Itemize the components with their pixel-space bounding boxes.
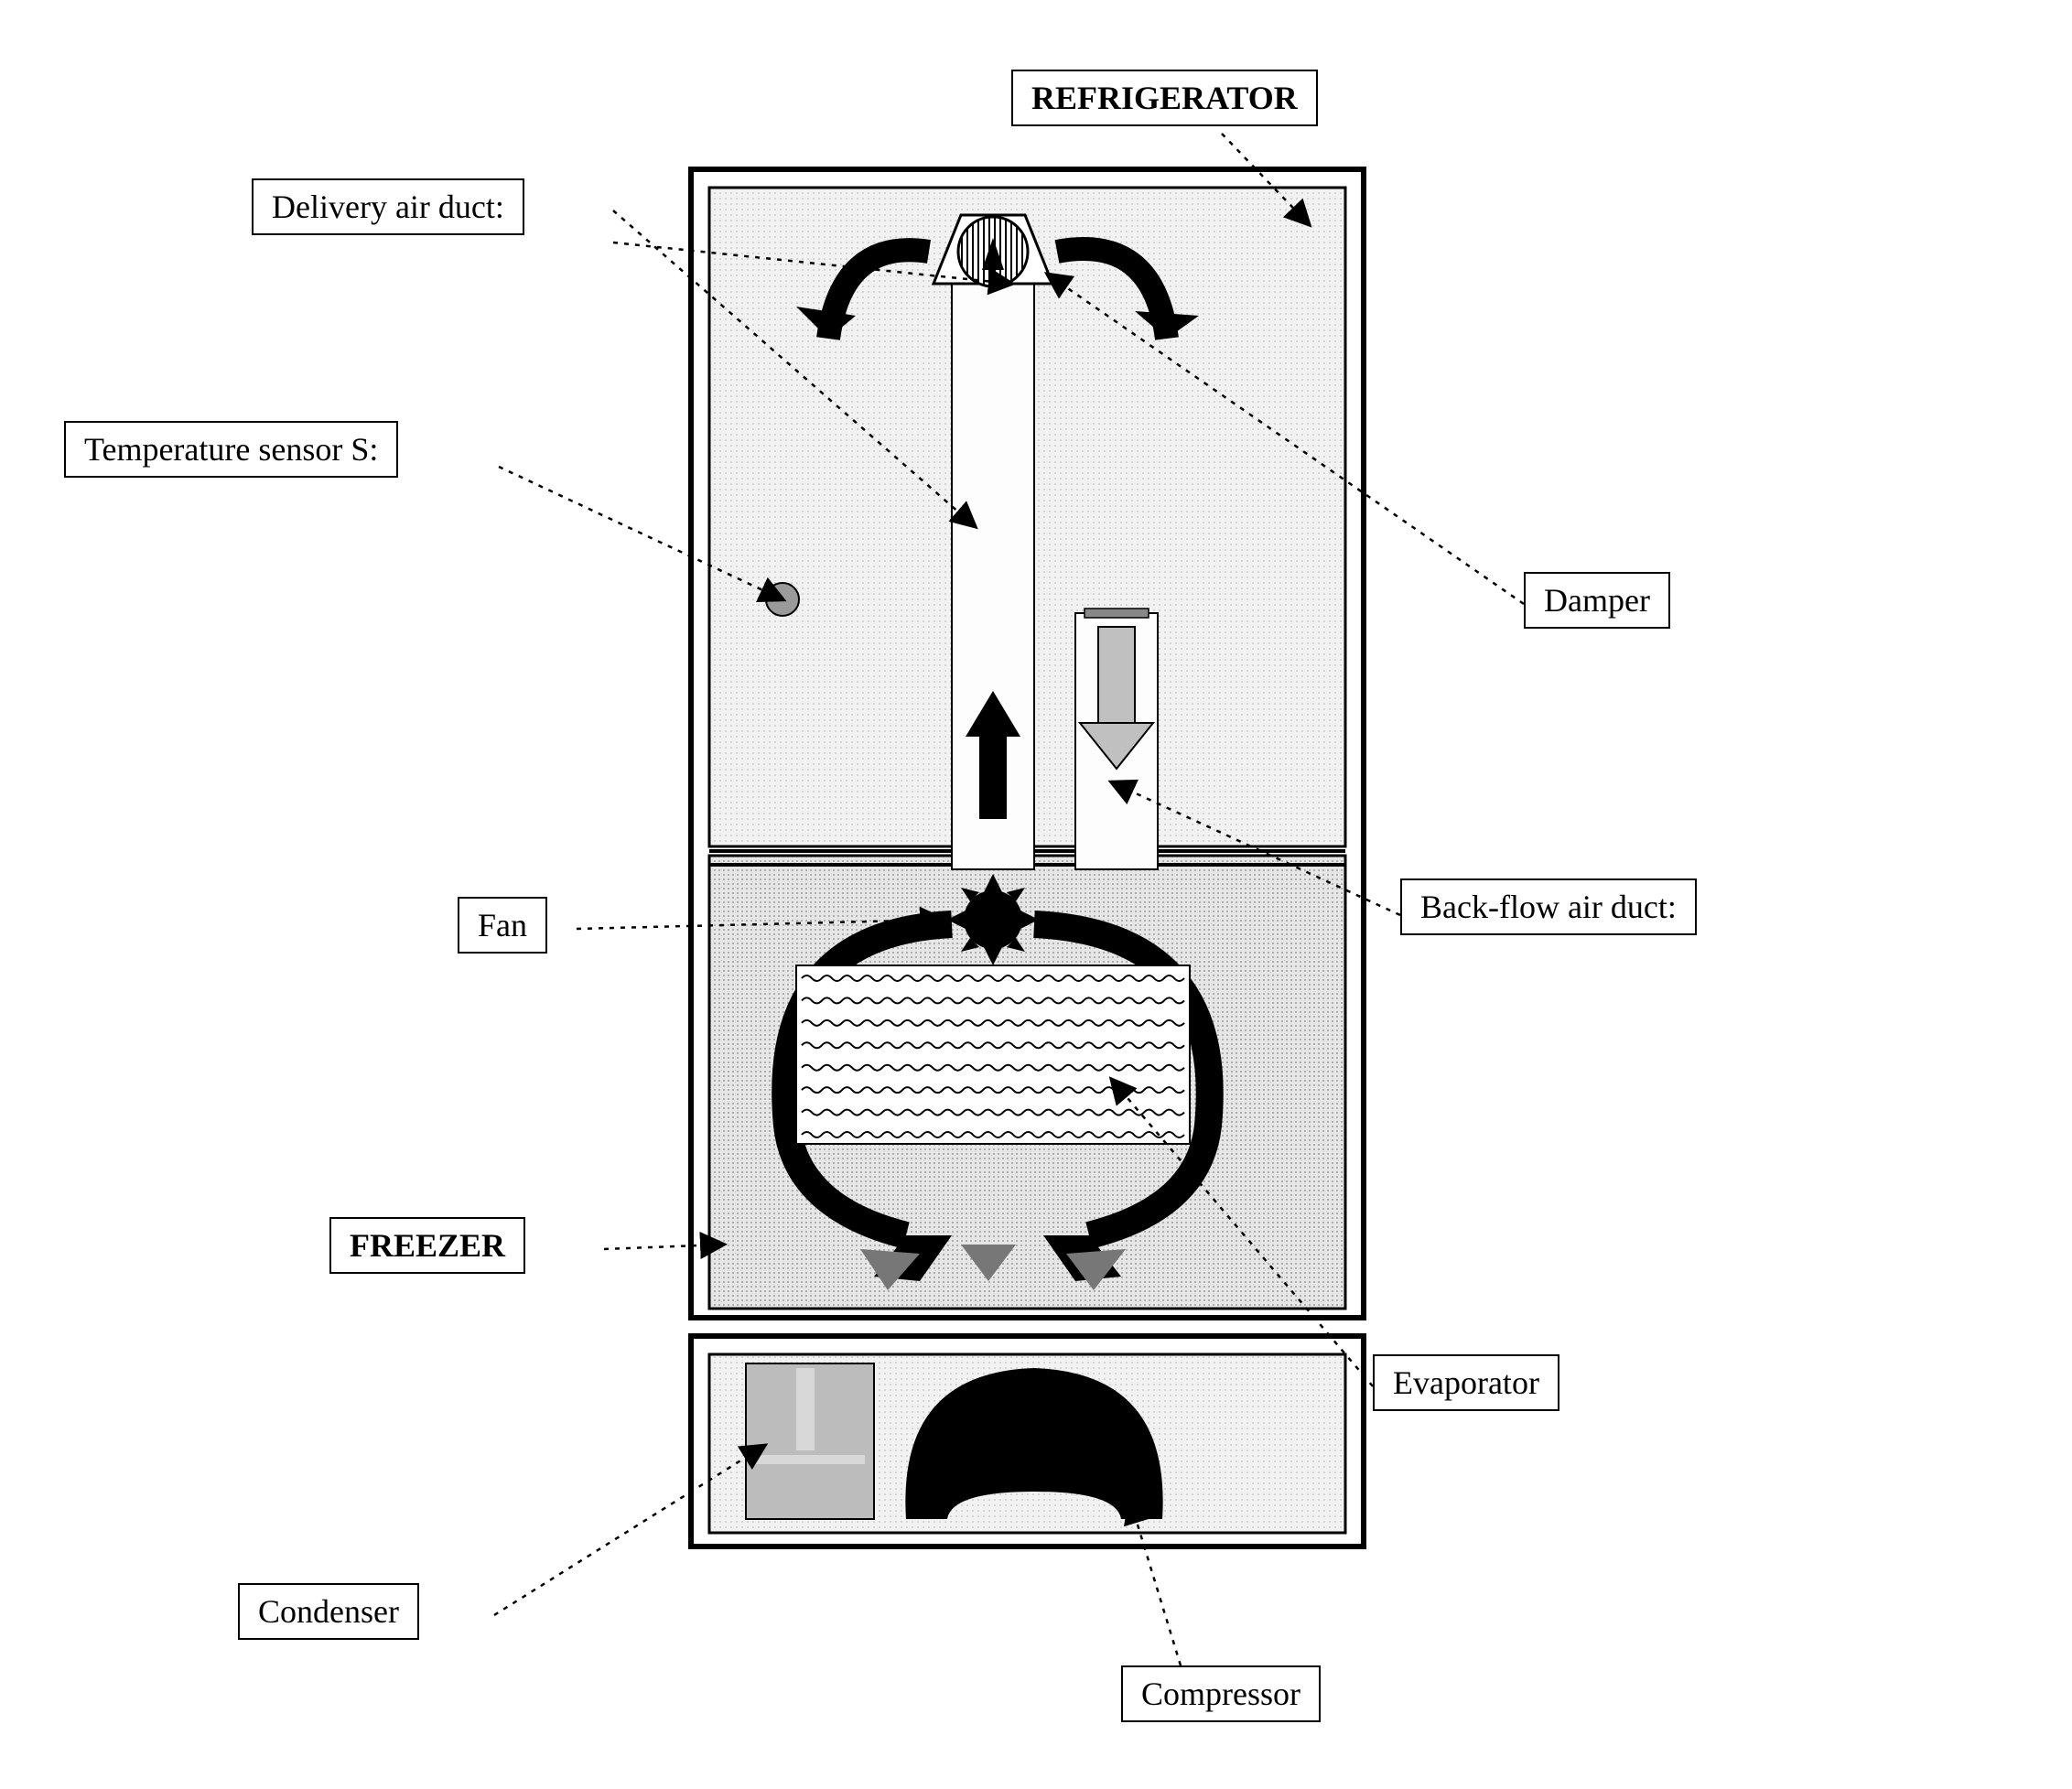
refrigerator-compartment (709, 188, 1345, 846)
diagram (0, 0, 2072, 1789)
freezer-compartment (709, 856, 1345, 1309)
label-compressor: Compressor (1121, 1665, 1321, 1722)
outer-frame-bottom (691, 1336, 1364, 1547)
damper-arrow-right (1057, 249, 1167, 339)
label-freezer: FREEZER (329, 1217, 525, 1274)
arrow-up-icon (966, 691, 1020, 819)
label-backflow-duct: Back-flow air duct: (1400, 878, 1697, 935)
damper-housing (933, 215, 1052, 284)
evaporator (796, 965, 1190, 1144)
damper (958, 217, 1028, 286)
label-refrigerator: REFRIGERATOR (1011, 70, 1318, 126)
label-evaporator: Evaporator (1373, 1354, 1559, 1411)
label-delivery-duct: Delivery air duct: (252, 178, 524, 235)
compressor (905, 1368, 1162, 1519)
delivery-air-duct (952, 284, 1034, 869)
backflow-air-duct (1075, 613, 1158, 869)
machinery-compartment (709, 1354, 1345, 1533)
condenser (746, 1363, 874, 1519)
damper-arrow-left (828, 250, 929, 339)
freezer-arrow-left (785, 924, 952, 1235)
fan-icon (947, 874, 1039, 965)
outer-frame (691, 169, 1364, 1318)
temperature-sensor (766, 583, 799, 616)
label-temperature-sensor: Temperature sensor S: (64, 421, 398, 478)
label-fan: Fan (458, 897, 547, 954)
label-condenser: Condenser (238, 1583, 419, 1640)
freezer-arrow-right (1034, 924, 1210, 1235)
arrow-down-icon (1080, 627, 1153, 769)
label-damper: Damper (1524, 572, 1670, 629)
